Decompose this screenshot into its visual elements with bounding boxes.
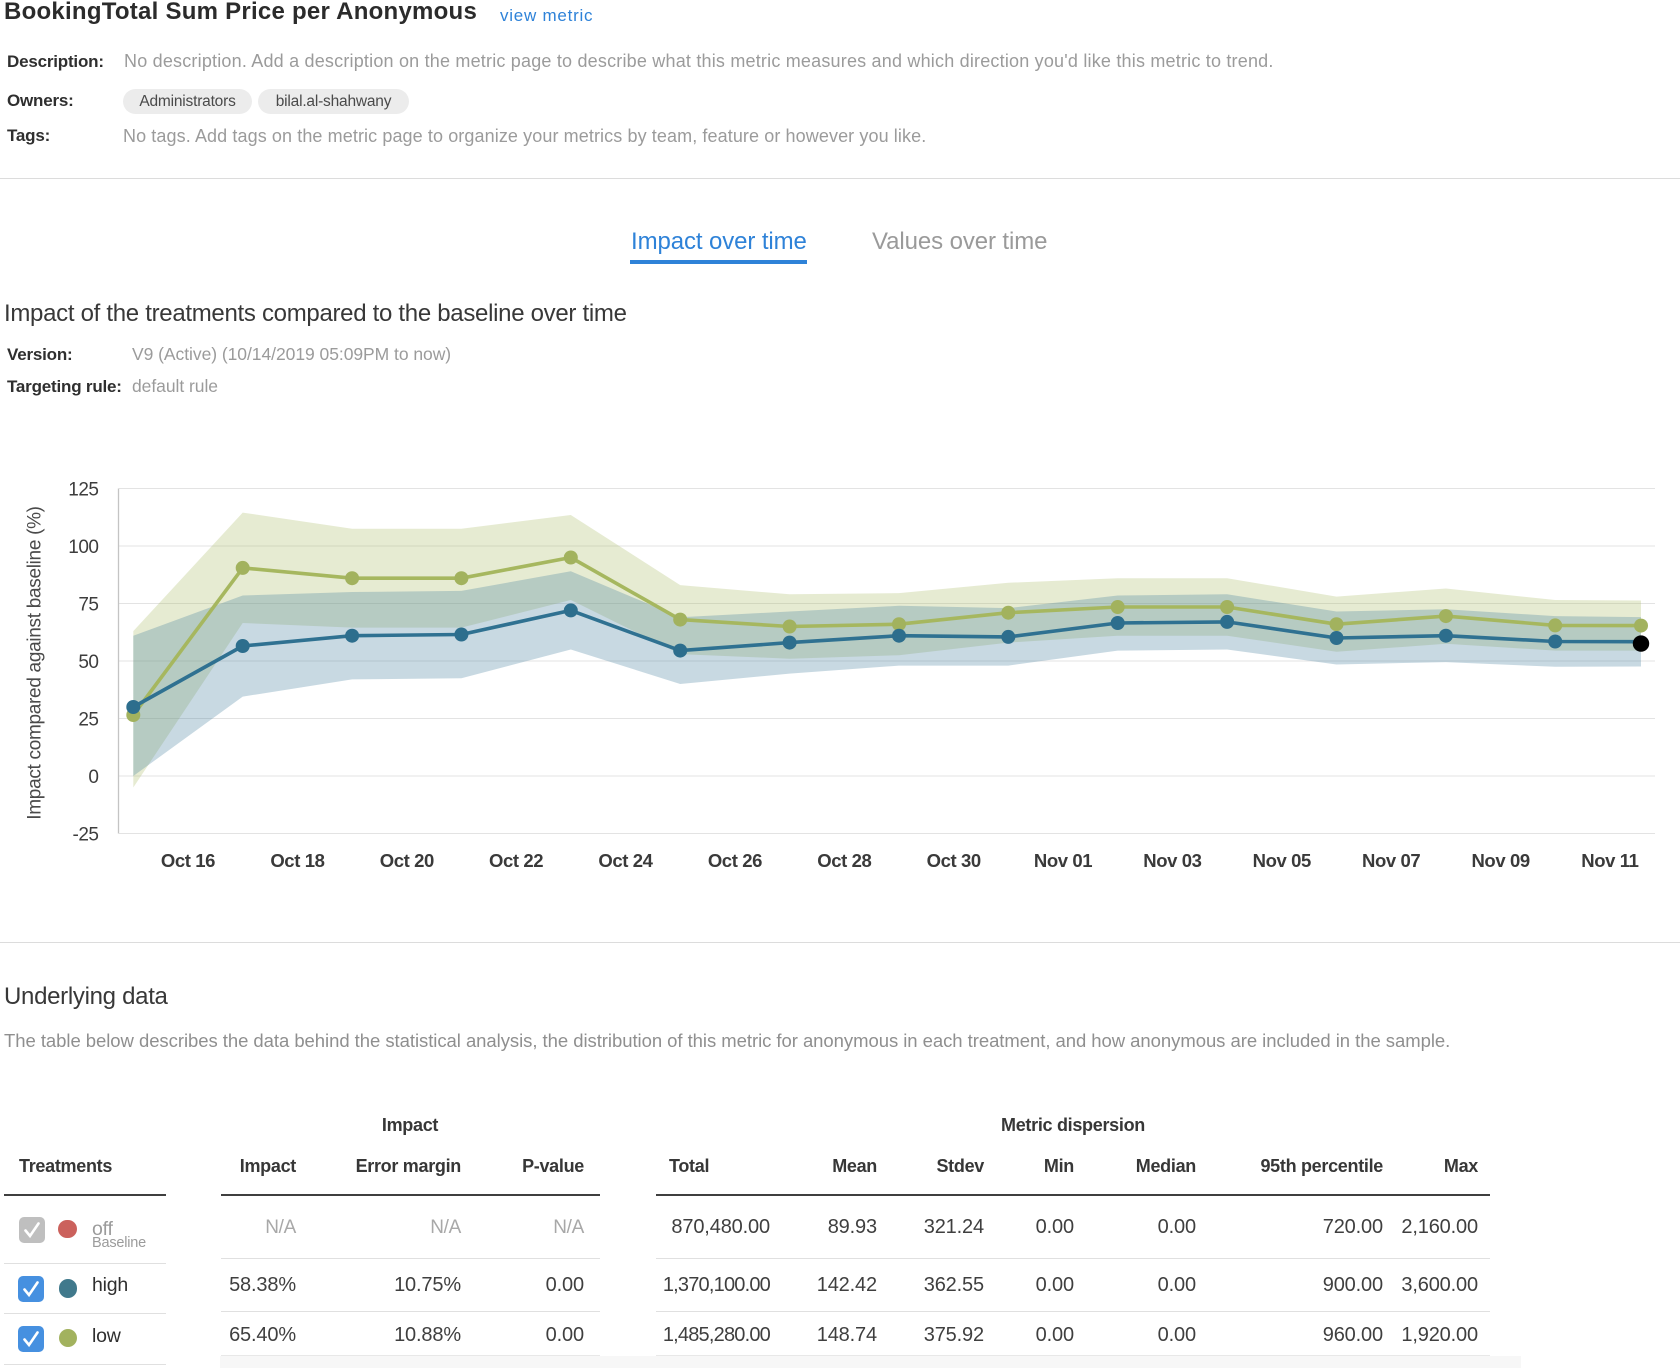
svg-text:Nov 09: Nov 09 [1471,850,1529,871]
svg-text:Oct 18: Oct 18 [270,850,324,871]
svg-text:100: 100 [68,537,98,558]
svg-text:Impact compared against baseli: Impact compared against baseline (%) [25,506,46,819]
svg-text:Nov 03: Nov 03 [1143,850,1201,871]
svg-text:-25: -25 [73,825,99,846]
svg-text:Oct 20: Oct 20 [380,850,434,871]
svg-text:Oct 24: Oct 24 [598,850,653,871]
svg-text:25: 25 [78,710,98,731]
svg-text:Nov 07: Nov 07 [1362,850,1420,871]
svg-text:50: 50 [78,652,98,673]
svg-text:Nov 11: Nov 11 [1581,850,1638,871]
svg-text:Oct 16: Oct 16 [161,850,215,871]
svg-text:Oct 22: Oct 22 [489,850,543,871]
svg-text:75: 75 [78,595,98,616]
svg-text:Oct 28: Oct 28 [817,850,871,871]
svg-text:125: 125 [68,480,98,501]
svg-text:Nov 01: Nov 01 [1034,850,1092,871]
svg-text:Nov 05: Nov 05 [1253,850,1311,871]
svg-text:Oct 26: Oct 26 [708,850,762,871]
svg-text:Oct 30: Oct 30 [927,850,981,871]
svg-text:0: 0 [88,767,98,788]
